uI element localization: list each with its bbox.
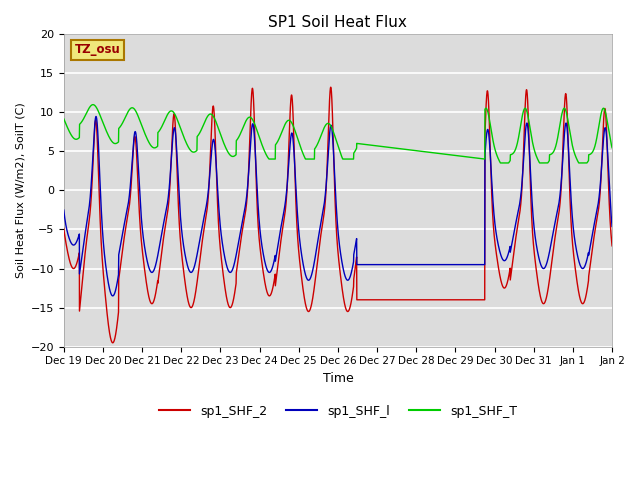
X-axis label: Time: Time	[323, 372, 353, 385]
Legend: sp1_SHF_2, sp1_SHF_l, sp1_SHF_T: sp1_SHF_2, sp1_SHF_l, sp1_SHF_T	[154, 400, 522, 423]
Text: TZ_osu: TZ_osu	[75, 43, 120, 56]
Title: SP1 Soil Heat Flux: SP1 Soil Heat Flux	[269, 15, 407, 30]
Y-axis label: Soil Heat Flux (W/m2), SoilT (C): Soil Heat Flux (W/m2), SoilT (C)	[15, 102, 25, 278]
